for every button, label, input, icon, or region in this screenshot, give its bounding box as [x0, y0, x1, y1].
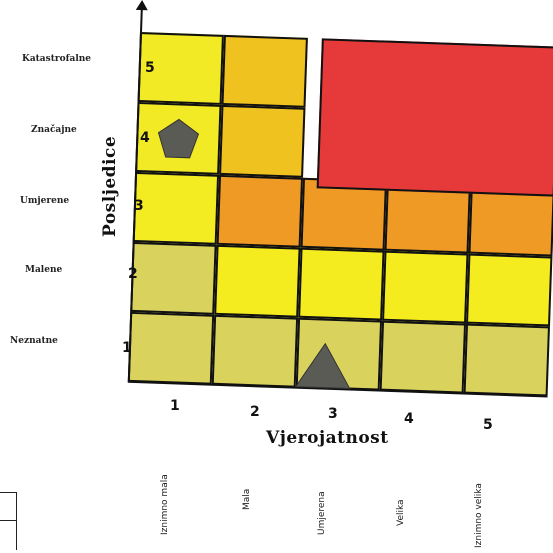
y-category-label: Značajne — [31, 125, 77, 135]
matrix-cell — [132, 171, 220, 245]
matrix-cell — [219, 104, 306, 178]
x-axis-title: Vjerojatnost — [266, 428, 389, 448]
y-category-label: Katastrofalne — [22, 54, 92, 64]
matrix-cell — [466, 253, 553, 327]
matrix-cell — [382, 250, 469, 324]
y-category-label: Malene — [25, 265, 63, 275]
triangle-marker-icon — [294, 342, 351, 390]
pentagon-marker-icon — [157, 118, 200, 159]
x-category-label: Iznimno mala — [160, 474, 170, 535]
red-zone-cell — [316, 38, 553, 197]
y-category-label: Neznatne — [10, 336, 58, 346]
matrix-cell — [463, 323, 550, 397]
matrix-cell — [211, 314, 299, 388]
matrix-cell — [379, 320, 467, 394]
x-category-label: Iznimno velika — [474, 483, 484, 548]
x-category-label: Umjerena — [317, 491, 327, 535]
y-tick-label: 5 — [145, 60, 155, 76]
x-tick-label: 5 — [483, 417, 493, 433]
x-tick-label: 4 — [404, 411, 414, 427]
matrix-cell — [216, 174, 304, 248]
y-tick-label: 4 — [140, 130, 150, 146]
x-tick-label: 1 — [170, 398, 180, 414]
matrix-cell — [130, 241, 217, 315]
table-fragment — [0, 492, 17, 550]
y-tick-label: 3 — [134, 198, 144, 214]
y-tick-label: 1 — [122, 340, 132, 356]
x-category-label: Mala — [242, 488, 252, 510]
matrix-cell — [214, 244, 301, 318]
y-tick-label: 2 — [128, 266, 138, 282]
x-category-label: Velika — [396, 499, 406, 526]
matrix-cell — [298, 247, 385, 321]
matrix-cell — [221, 34, 308, 108]
risk-matrix-grid — [127, 0, 553, 421]
x-tick-label: 3 — [328, 406, 338, 422]
y-axis-title: Posljedice — [100, 135, 120, 237]
x-tick-label: 2 — [250, 404, 260, 420]
y-axis-arrow-icon — [135, 0, 149, 11]
y-category-label: Umjerene — [20, 196, 70, 206]
matrix-cell — [127, 311, 215, 385]
